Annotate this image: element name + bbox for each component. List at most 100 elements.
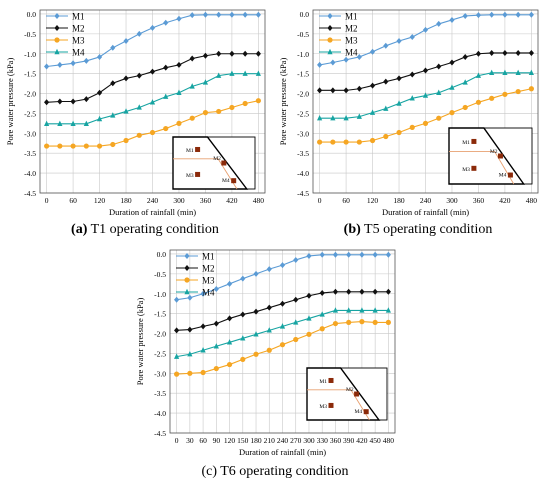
data-point-m4 <box>136 104 142 110</box>
data-point-m3 <box>369 137 376 144</box>
data-point-m2 <box>502 49 508 56</box>
data-point-m3 <box>356 139 362 145</box>
data-point-m4 <box>332 307 339 313</box>
data-point-m1 <box>242 11 248 18</box>
data-point-m4 <box>385 307 391 313</box>
legend-label-m2: M2 <box>202 264 215 274</box>
caption-a: (a) T1 operating condition <box>25 222 265 238</box>
x-tick-label: 450 <box>370 436 382 445</box>
inset-monitor-point <box>221 160 227 166</box>
x-tick-label: 180 <box>120 196 132 205</box>
data-point-m3 <box>279 342 286 348</box>
data-point-m1 <box>187 294 193 301</box>
data-point-m2 <box>83 96 89 103</box>
y-tick-label: -4.0 <box>24 169 36 178</box>
data-point-m1 <box>200 290 206 297</box>
data-point-m1 <box>57 61 63 68</box>
caption-b: (b) T5 operating condition <box>298 222 538 238</box>
data-point-m4 <box>343 115 349 121</box>
legend-label-m2: M2 <box>72 24 85 34</box>
caption-c-letter: (c) <box>201 464 217 479</box>
data-point-m3 <box>449 110 455 116</box>
data-point-m2 <box>359 288 365 295</box>
x-tick-label: 0 <box>318 196 322 205</box>
data-point-m4 <box>176 89 182 95</box>
data-point-m2 <box>396 75 402 82</box>
inset-slope-diagram: M1 M2 M3 M4 <box>172 136 256 190</box>
y-axis-label: Pore water pressure (kPa) <box>135 298 145 386</box>
caption-a-letter: (a) <box>71 222 88 237</box>
data-point-m3 <box>383 133 389 140</box>
data-point-m4 <box>70 120 76 126</box>
legend-label-m2: M2 <box>345 24 358 34</box>
inset-label-m1: M1 <box>462 140 470 146</box>
data-point-m2 <box>226 315 233 322</box>
data-point-m3 <box>242 100 248 107</box>
data-point-m1 <box>229 11 235 18</box>
legend-marker-m4 <box>54 48 60 55</box>
data-point-m2 <box>266 304 272 311</box>
y-tick-label: -0.5 <box>154 270 166 279</box>
y-tick-label: -4.0 <box>297 169 309 178</box>
y-tick-label: -4.5 <box>154 429 166 438</box>
legend-label-m4: M4 <box>202 288 215 298</box>
y-tick-label: -1.5 <box>297 70 309 79</box>
data-point-m4 <box>475 72 482 78</box>
x-tick-label: 120 <box>367 196 379 205</box>
data-point-m2 <box>332 288 339 295</box>
data-point-m3 <box>163 125 169 132</box>
data-point-m1 <box>369 48 376 55</box>
y-tick-label: -2.0 <box>297 90 309 99</box>
data-point-m3 <box>515 88 521 95</box>
data-point-m3 <box>502 91 508 97</box>
data-point-m4 <box>356 113 362 119</box>
inset-slope-profile <box>448 127 526 185</box>
data-point-m3 <box>176 120 182 126</box>
data-point-m2 <box>293 296 299 303</box>
data-point-m2 <box>319 289 325 296</box>
inset-monitor-point <box>328 402 334 408</box>
data-point-m4 <box>242 70 248 76</box>
data-point-m1 <box>383 42 389 49</box>
data-point-m2 <box>515 49 521 56</box>
caption-c-text: T6 operating condition <box>220 464 349 479</box>
data-point-m2 <box>383 78 389 85</box>
y-tick-label: -2.0 <box>154 330 166 339</box>
data-point-m3 <box>123 137 129 144</box>
data-point-m1 <box>174 296 180 303</box>
data-point-m4 <box>96 115 103 122</box>
legend-marker-m3 <box>327 37 333 43</box>
data-point-m1 <box>319 251 325 258</box>
x-tick-label: 480 <box>526 196 538 205</box>
data-point-m3 <box>372 319 378 326</box>
data-point-m1 <box>213 285 219 292</box>
y-tick-label: -1.5 <box>154 310 166 319</box>
inset-monitor-point <box>231 178 237 184</box>
inset-label-m3: M3 <box>462 167 470 173</box>
data-point-m1 <box>149 24 156 31</box>
data-point-m1 <box>385 251 391 258</box>
data-point-m2 <box>489 49 495 56</box>
y-tick-label: -2.5 <box>24 109 36 118</box>
caption-c: (c) T6 operating condition <box>155 464 395 480</box>
x-tick-label: 330 <box>317 436 329 445</box>
data-point-m1 <box>266 266 272 273</box>
caption-b-letter: (b) <box>343 222 361 237</box>
x-tick-label: 240 <box>147 196 159 205</box>
data-point-m3 <box>96 143 103 149</box>
data-point-m1 <box>396 38 402 45</box>
chart-b: 0.0 -0.5 -1.0 -1.5 -2.0 -2.5 -3.0 -3.5 -4.0 -4.5 0… <box>278 9 539 217</box>
data-point-m4 <box>346 307 352 313</box>
data-point-m1 <box>489 11 495 18</box>
legend-marker-m2 <box>327 25 333 31</box>
data-point-m3 <box>462 104 468 111</box>
x-tick-label: 0 <box>45 196 49 205</box>
data-point-m1 <box>202 11 209 18</box>
data-point-m4 <box>462 79 468 85</box>
data-point-m4 <box>149 99 156 105</box>
data-point-m4 <box>317 115 323 121</box>
data-point-m3 <box>319 326 325 332</box>
legend-label-m4: M4 <box>345 48 358 58</box>
legend-label-m3: M3 <box>72 36 85 46</box>
legend-label-m1: M1 <box>345 12 358 22</box>
